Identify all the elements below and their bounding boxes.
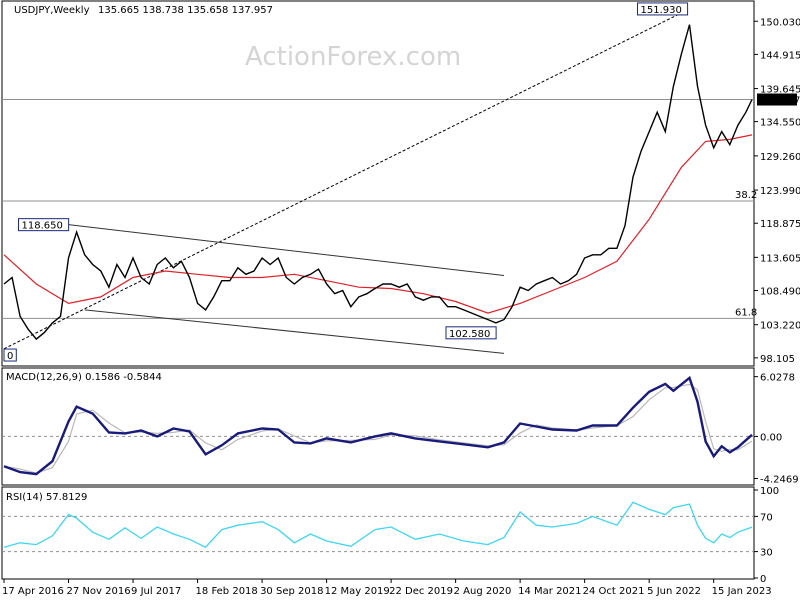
price-annotation-box: [18, 218, 70, 232]
x-axis: 17 Apr 2016 27 Nov 2016 9 Jul 2017 18 Feb 2…: [2, 579, 772, 597]
price-tick-label: 139.645: [760, 85, 800, 96]
macd-panel: MACD(12,26,9) 0.1586 -0.5844 6.0278 0.00 -…: [1, 367, 799, 486]
fib-level-label: 38.2: [735, 190, 757, 201]
price-tick-label: 103.220: [760, 321, 800, 332]
price-tick-label: 108.490: [760, 287, 800, 298]
macd-title: MACD(12,26,9) 0.1586 -0.5844: [6, 372, 162, 383]
price-annotation: 151.930: [636, 2, 689, 16]
current-price-text: 137.957: [759, 96, 800, 107]
price-line: [3, 24, 753, 341]
price-annotation-box: [3, 348, 17, 362]
rsi-line: [3, 501, 753, 548]
price-annotation-label: 0: [7, 351, 13, 362]
x-tick-label: 24 Oct 2021: [583, 586, 645, 597]
macd-tick-label: 6.0278: [760, 373, 795, 384]
price-annotation: 0: [3, 348, 17, 362]
x-tick-label: 30 Sep 2018: [260, 586, 323, 597]
x-tick-label: 12 May 2019: [325, 586, 390, 597]
x-tick-label: 15 Jan 2023: [712, 586, 772, 597]
x-tick-label: 17 Apr 2016: [2, 586, 64, 597]
macd-line: [3, 375, 753, 476]
price-annotation: 102.580: [445, 326, 497, 340]
rsi-tick-label: 100: [760, 486, 779, 497]
macd-tick-label: 0.00: [760, 432, 782, 443]
x-tick-label: 2 Aug 2020: [454, 586, 512, 597]
x-tick-label: 9 Jul 2017: [131, 586, 181, 597]
price-panel: ActionForex.com USDJPY,Weekly 135.665 13…: [1, 0, 800, 367]
price-tick-label: 118.875: [760, 219, 800, 230]
trendline-channel-upper: [68, 224, 505, 277]
price-header-ohlc: 135.665 138.738 135.658 137.957: [98, 5, 273, 16]
price-header-symbol: USDJPY,Weekly: [14, 5, 90, 16]
x-tick-label: 27 Nov 2016: [67, 586, 131, 597]
price-annotation-label: 151.930: [640, 5, 681, 16]
rsi-title: RSI(14) 57.8129: [6, 492, 87, 503]
price-tick-label: 98.105: [760, 354, 795, 365]
rsi-tick-label: 0: [760, 574, 766, 585]
fib-level-label: 61.8: [735, 307, 757, 318]
price-tick-label: 113.605: [760, 253, 800, 264]
x-tick-label: 14 Mar 2021: [518, 586, 581, 597]
trendline-rising-dotted: [3, 8, 690, 350]
current-price-label: 137.957: [757, 93, 800, 107]
price-tick-label: 123.990: [760, 186, 800, 197]
trendline-channel-lower: [84, 309, 505, 354]
x-tick-label: 18 Feb 2018: [196, 586, 258, 597]
price-annotation-label: 102.580: [449, 329, 490, 340]
moving-average-line: [3, 134, 753, 314]
price-annotation-box: [636, 2, 689, 16]
watermark: ActionForex.com: [245, 42, 461, 72]
rsi-tick-label: 30: [760, 548, 773, 559]
rsi-panel: RSI(14) 57.8129 100 70 30 0: [1, 486, 779, 585]
x-tick-label: 5 Jun 2022: [647, 586, 701, 597]
price-tick-label: 129.260: [760, 152, 800, 163]
x-tick-label: 22 Dec 2019: [389, 586, 453, 597]
price-tick-label: 144.915: [760, 50, 800, 61]
price-annotation-box: [445, 326, 497, 340]
price-annotation: 118.650: [18, 218, 70, 232]
price-tick-label: 134.550: [760, 118, 800, 129]
rsi-tick-label: 70: [760, 512, 773, 523]
current-price-box: [757, 93, 797, 106]
macd-tick-label: -4.2469: [760, 475, 799, 486]
price-annotation-label: 118.650: [22, 221, 63, 232]
price-tick-label: 150.030: [760, 17, 800, 28]
